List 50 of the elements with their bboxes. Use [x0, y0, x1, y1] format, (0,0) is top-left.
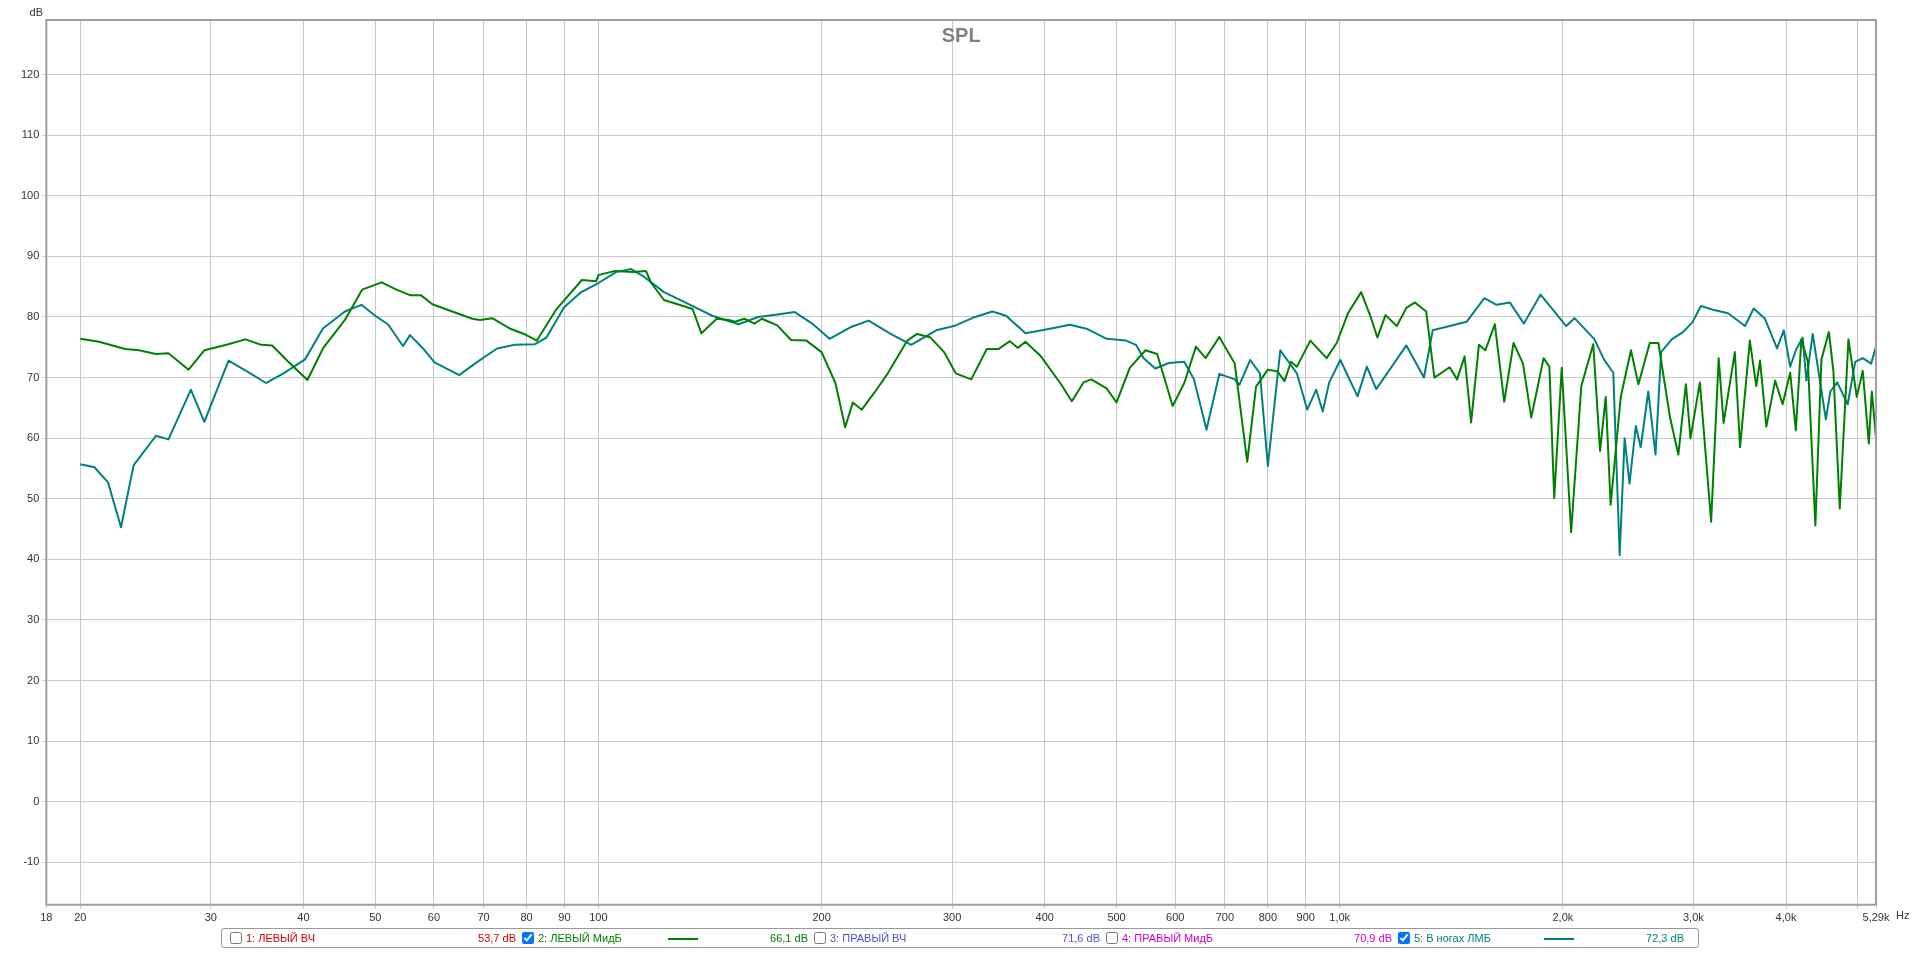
y-tick-label: 30 — [27, 613, 40, 625]
text: 5: В ногах ЛМБ — [1414, 932, 1492, 944]
x-tick-label: 60 — [427, 911, 441, 924]
x-tick-label: 18 — [40, 911, 53, 924]
x-tick-label: 90 — [558, 911, 571, 924]
x-tick-label: 500 — [1107, 911, 1126, 924]
y-tick-label: 40 — [27, 552, 40, 565]
x-tick-label: 70 — [477, 911, 490, 924]
y-tick-label: -10 — [23, 855, 40, 868]
y-tick-label: 110 — [21, 128, 40, 141]
x-tick-label: 3,0k — [1683, 911, 1705, 924]
x-tick-label: 900 — [1296, 911, 1315, 924]
chart-title: SPL — [941, 23, 981, 46]
y-tick-label: 60 — [27, 431, 40, 444]
x-tick-label: 800 — [1258, 911, 1278, 924]
x-tick-label: 100 — [589, 911, 608, 924]
x-axis-title: Hz — [1896, 909, 1910, 922]
x-tick-label: 700 — [1215, 911, 1235, 924]
x-tick-label: 1,0k — [1329, 911, 1351, 924]
x-tick-label: 2,0k — [1552, 911, 1574, 924]
x-tick-label: 600 — [1166, 911, 1185, 924]
x-tick-label: 50 — [369, 911, 382, 924]
x-tick-label: 200 — [812, 911, 831, 924]
text: 2: ЛЕВЫЙ МидБ — [538, 932, 623, 944]
y-tick-label: 70 — [27, 370, 40, 383]
text: 53,7 dB — [477, 932, 516, 944]
x-tick-label: 30 — [204, 911, 217, 924]
x-tick-label: 4,0k — [1775, 911, 1797, 924]
x-tick-label: 40 — [297, 911, 310, 924]
text: 70,9 dB — [1353, 932, 1392, 944]
text: 66,1 dB — [769, 932, 808, 944]
x-tick-label: 400 — [1035, 911, 1054, 924]
legend-label: 1: ЛЕВЫЙ ВЧ — [246, 932, 316, 944]
text: 71,6 dB — [1061, 932, 1100, 944]
legend-label: 3: ПРАВЫЙ ВЧ — [830, 932, 908, 944]
x-tick-label: 80 — [520, 911, 533, 924]
y-axis-title: dB — [29, 5, 44, 18]
y-tick-label: 20 — [27, 673, 40, 686]
x-tick-label: 5,29k — [1862, 911, 1890, 924]
y-tick-label: 120 — [20, 67, 40, 80]
text: 72,3 dB — [1645, 932, 1684, 944]
legend-label: 4: ПРАВЫЙ МидБ — [1122, 932, 1215, 944]
y-tick-label: 100 — [20, 188, 40, 201]
x-tick-label: 20 — [74, 911, 87, 924]
y-tick-label: 50 — [27, 491, 40, 504]
y-tick-label: 90 — [27, 249, 40, 262]
x-tick-label: 300 — [942, 911, 962, 924]
y-tick-label: 0 — [33, 794, 40, 807]
y-tick-label: 80 — [27, 309, 40, 322]
y-tick-label: 10 — [27, 734, 40, 747]
